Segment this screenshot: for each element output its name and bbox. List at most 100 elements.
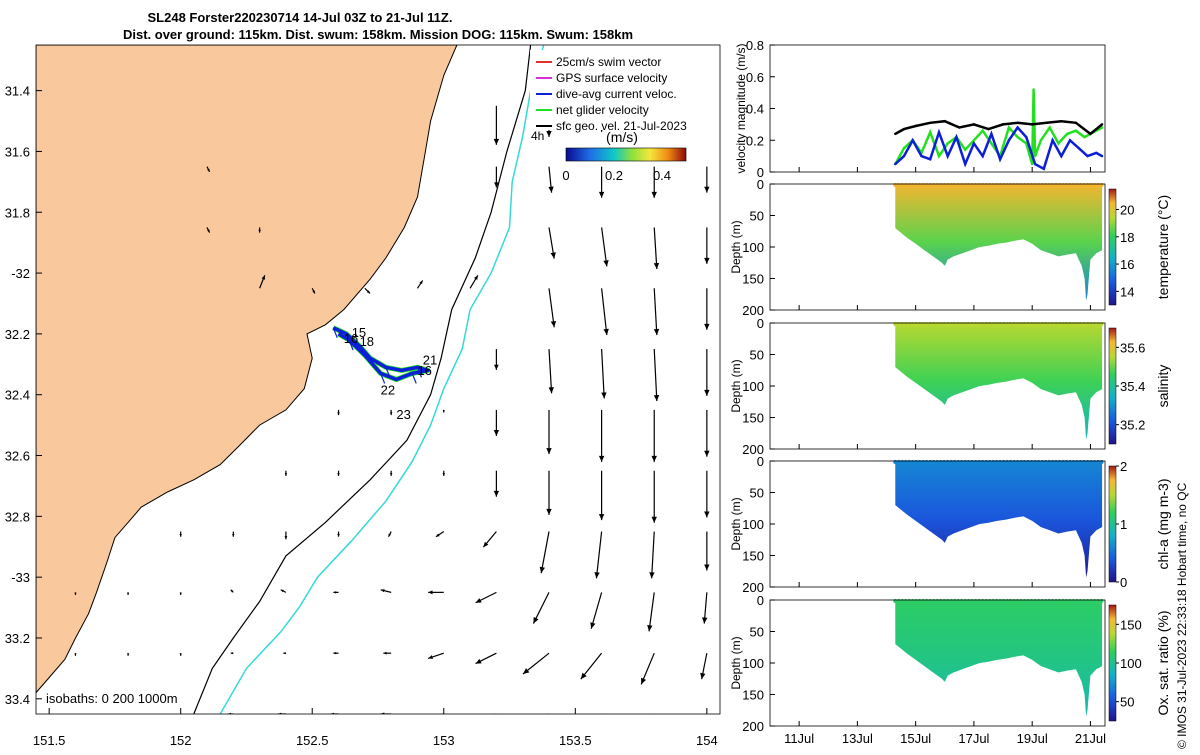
arrow-head — [649, 572, 655, 579]
surface-velocity-arrow — [284, 531, 288, 540]
surface-velocity-arrow — [546, 409, 552, 455]
arrow-head — [207, 229, 210, 233]
velocity-point — [902, 127, 906, 131]
velocity-point — [1077, 146, 1080, 150]
surface-velocity-arrow — [653, 288, 660, 336]
velocity-point — [1057, 142, 1060, 145]
arrow-head — [476, 718, 482, 722]
surface-velocity-arrow — [580, 652, 603, 680]
surface-velocity-arrow — [594, 531, 603, 579]
section-surface-sample — [1082, 599, 1087, 603]
arrow-head — [380, 712, 385, 714]
speed-colorbar-label: (m/s) — [606, 129, 638, 145]
velocity-point — [998, 158, 1002, 161]
section-surface-sample — [949, 599, 954, 603]
velocity-point — [1100, 126, 1104, 129]
arrow-head — [127, 653, 130, 656]
colorbar-tick-label: 14 — [1120, 284, 1134, 299]
section-y-tick-label: 100 — [742, 656, 764, 671]
velocity-point — [1016, 135, 1019, 139]
surface-velocity-arrow — [704, 531, 710, 571]
velocity-point — [1086, 154, 1089, 158]
arrow-head — [428, 590, 433, 595]
surface-velocity-arrow — [548, 349, 554, 394]
velocity-point — [1030, 123, 1034, 126]
section-surface-sample — [956, 599, 961, 603]
surface-velocity-arrow — [179, 531, 182, 537]
arrow-head — [261, 275, 266, 280]
surface-velocity-arrow — [546, 470, 552, 515]
velocity-point — [1033, 162, 1037, 166]
section-y-tick-label: 200 — [742, 303, 764, 318]
dive-avg-current-vector — [380, 373, 386, 384]
legend-item: dive-avg current veloc. — [536, 87, 677, 101]
section-surface-sample — [1089, 599, 1094, 603]
arrow-head — [312, 290, 315, 294]
velocity-point — [1007, 139, 1011, 142]
section-data-fill — [895, 600, 1103, 717]
arrow-head — [580, 672, 587, 680]
map-x-tick-label: 152 — [170, 733, 192, 748]
section-data-fill — [895, 461, 1103, 578]
surface-velocity-arrow — [311, 288, 316, 294]
arrow-head — [647, 625, 653, 632]
colorbar-tick-label: 35.4 — [1120, 379, 1145, 394]
surface-velocity-arrow — [283, 652, 286, 655]
section-surface-sample — [942, 599, 947, 603]
arrow-head — [704, 389, 710, 396]
arrow-head — [523, 720, 530, 725]
arrow-head — [474, 275, 478, 280]
section-y-tick-label: 100 — [742, 379, 764, 394]
arrow-head — [639, 724, 644, 729]
section-surface-sample — [1005, 599, 1010, 603]
section-y-tick-label: 200 — [742, 580, 764, 595]
arrow-head — [333, 591, 337, 594]
map-x-tick-label: 153.5 — [559, 733, 592, 748]
velocity-y-tick-label: 0.8 — [746, 38, 764, 53]
surface-velocity-arrow — [469, 274, 479, 289]
surface-velocity-arrow — [427, 652, 444, 659]
section-surface-sample — [1008, 599, 1013, 603]
section-surface-sample — [924, 599, 929, 603]
arrow-head — [475, 598, 482, 603]
velocity-point — [911, 139, 914, 142]
surface-velocity-arrow — [640, 652, 655, 685]
map-frame — [35, 44, 721, 715]
arrow-shaft — [595, 531, 603, 579]
arrow-head — [704, 564, 710, 571]
surface-velocity-arrow — [651, 166, 657, 198]
dive-avg-current-vector — [411, 373, 417, 384]
arrow-head — [179, 533, 182, 537]
surface-velocity-arrow — [432, 713, 444, 714]
surface-velocity-arrow — [388, 531, 392, 538]
figure-title-line1: SL248 Forster220230714 14-Jul 03Z to 21-… — [148, 10, 453, 25]
velocity-point — [981, 154, 984, 158]
surface-velocity-arrow — [389, 470, 393, 476]
velocity-point — [1025, 135, 1028, 139]
surface-velocity-arrow — [179, 592, 182, 595]
section-surface-sample — [931, 599, 936, 603]
surface-velocity-arrow — [704, 349, 710, 396]
arrow-shaft — [601, 288, 608, 336]
arrow-head — [704, 186, 710, 193]
section-surface-sample — [959, 599, 964, 603]
velocity-point — [972, 123, 976, 126]
map-y-tick-label: 32.8 — [5, 509, 30, 524]
section-surface-sample — [914, 599, 919, 603]
colorbar-label: salinity — [1155, 365, 1171, 408]
section-surface-sample — [893, 599, 898, 603]
surface-velocity-arrow — [706, 713, 707, 714]
arrow-head — [127, 716, 130, 719]
section-surface-sample — [1071, 599, 1076, 603]
legend-label: net glider velocity — [556, 103, 649, 117]
track-date-label: 16 — [344, 331, 358, 346]
hour-label: 4h — [531, 129, 544, 143]
colorbar-tick-label: 35.6 — [1120, 340, 1145, 355]
section-surface-sample — [973, 599, 978, 603]
surface-velocity-arrow — [416, 280, 424, 289]
arrow-head — [337, 412, 340, 416]
surface-velocity-arrow — [653, 349, 660, 402]
section-surface-sample — [907, 599, 912, 603]
arrow-head — [230, 652, 234, 655]
